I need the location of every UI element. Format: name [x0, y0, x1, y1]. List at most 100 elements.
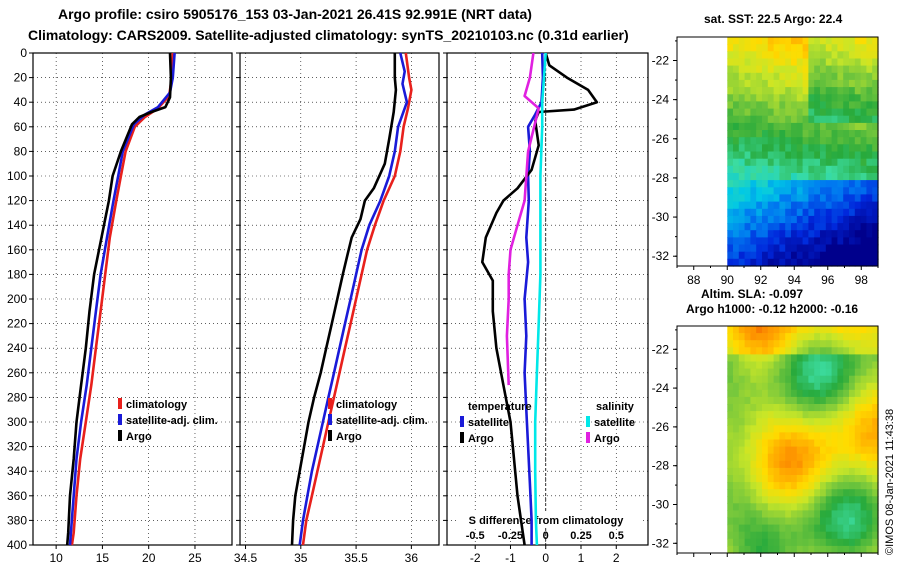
map-cell	[837, 173, 844, 181]
map-cell	[849, 517, 856, 526]
map-cell	[779, 230, 786, 238]
map-cell	[802, 510, 809, 519]
map-cell	[733, 94, 740, 103]
map-cell	[779, 475, 786, 483]
series-line-satellite-adj-clim	[68, 52, 176, 546]
map-cell	[802, 361, 809, 370]
map-cell	[796, 51, 804, 60]
map-cell	[767, 432, 775, 441]
map-cell	[831, 58, 838, 67]
map-cell	[733, 545, 740, 554]
map-cell	[825, 173, 833, 181]
map-cell	[785, 396, 792, 405]
map-cell	[738, 122, 746, 131]
map-cell	[872, 180, 879, 188]
map-cell	[820, 503, 827, 511]
map-cell	[744, 475, 751, 483]
map-cell	[773, 173, 780, 181]
map-cell	[825, 333, 833, 341]
map-cell	[854, 115, 862, 124]
map-cell	[820, 538, 827, 547]
map-cell	[854, 180, 862, 188]
map-cell	[808, 446, 815, 455]
map-cell	[831, 396, 838, 405]
map-cell	[756, 258, 763, 267]
map-cell	[854, 418, 862, 426]
map-cell	[796, 382, 804, 391]
map-cell	[831, 404, 838, 412]
map-cell	[767, 404, 775, 412]
map-cell	[779, 333, 786, 341]
legend-label: satellite	[468, 417, 509, 429]
map-cell	[756, 194, 763, 203]
map-cell	[767, 538, 775, 547]
map-cell	[744, 368, 751, 377]
map-cell	[791, 425, 798, 433]
map-cell	[837, 389, 844, 398]
map-cell	[831, 482, 838, 490]
map-cell	[785, 354, 792, 363]
map-cell	[825, 194, 833, 203]
map-cell	[820, 201, 827, 210]
map-cell	[860, 230, 867, 238]
map-cell	[843, 130, 850, 138]
map-cell	[866, 165, 873, 174]
map-cell	[767, 489, 775, 497]
map-cell	[779, 201, 786, 210]
map-cell	[820, 453, 827, 462]
map-cell	[872, 524, 879, 533]
map-cell	[779, 208, 786, 217]
map-cell	[767, 237, 775, 246]
map-cell	[854, 94, 862, 103]
map-cell	[831, 37, 838, 45]
map-cell	[791, 375, 798, 384]
map-cell	[860, 460, 867, 469]
map-cell	[872, 446, 879, 455]
map-cell	[802, 173, 809, 181]
map-cell	[837, 244, 844, 253]
map-cell	[820, 347, 827, 355]
map-cell	[843, 446, 850, 455]
map-cell	[756, 244, 763, 253]
map-cell	[733, 51, 740, 60]
map-cell	[872, 503, 879, 511]
map-cell	[791, 151, 798, 160]
map-cell	[854, 517, 862, 526]
map-cell	[825, 87, 833, 95]
map-cell	[796, 79, 804, 88]
map-cell	[796, 130, 804, 138]
map-cell	[872, 482, 879, 490]
map-cell	[727, 223, 734, 231]
map-cell	[791, 230, 798, 238]
difference-panel: -2 -1 0 1 2-0.5 -0.25 0 0.25 0.5S difference fro…	[443, 52, 649, 565]
map-cell	[820, 432, 827, 441]
map-cell	[837, 425, 844, 433]
map-cell	[779, 503, 786, 511]
map-cell	[860, 524, 867, 533]
legend-group-salinity: salinity	[596, 401, 635, 413]
map-cell	[791, 538, 798, 547]
map-cell	[779, 418, 786, 426]
map-cell	[762, 79, 769, 88]
map-cell	[820, 230, 827, 238]
map-cell	[831, 94, 838, 103]
map-cell	[849, 258, 856, 267]
map-cell	[820, 545, 827, 554]
map-cell	[802, 489, 809, 497]
map-cell	[814, 258, 821, 267]
map-cell	[814, 389, 821, 398]
map-cell	[849, 347, 856, 355]
map-cell	[860, 58, 867, 67]
map-cell	[756, 37, 763, 45]
map-cell	[744, 538, 751, 547]
map-cell	[843, 411, 850, 419]
plot-frame	[239, 52, 440, 546]
map-cell	[785, 432, 792, 441]
map-cell	[808, 230, 815, 238]
map-cell	[872, 87, 879, 95]
map-cell	[849, 531, 856, 540]
map-cell	[762, 137, 769, 145]
map-cell	[796, 44, 804, 52]
map-cell	[820, 524, 827, 533]
map-cell	[767, 524, 775, 533]
